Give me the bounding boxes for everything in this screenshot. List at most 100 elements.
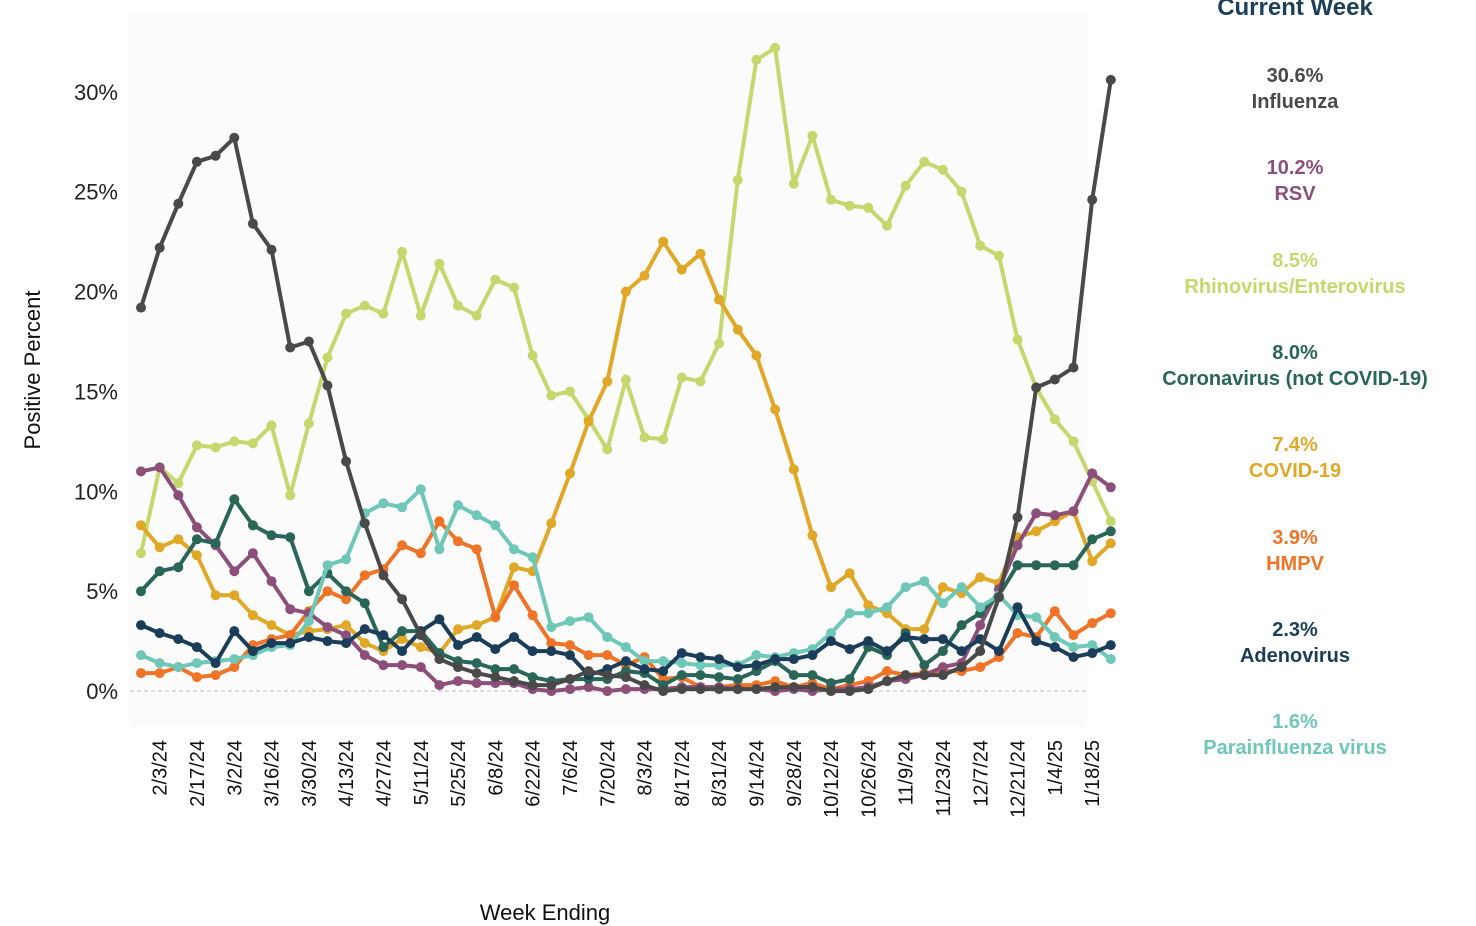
- data-point-rsv: [285, 604, 296, 615]
- data-point-rsv: [173, 490, 184, 501]
- data-point-rhinovirus-enterovirus: [751, 54, 762, 65]
- legend-entry: 8.5% Rhinovirus/Enterovirus: [1110, 248, 1476, 300]
- data-point-adenovirus: [210, 658, 221, 669]
- legend-series-name: HMPV: [1266, 552, 1324, 575]
- data-point-hmpv: [322, 586, 333, 597]
- data-point-influenza: [1012, 512, 1023, 523]
- data-point-influenza: [546, 680, 557, 691]
- data-point-adenovirus: [788, 654, 799, 665]
- data-point-influenza: [1049, 374, 1060, 385]
- data-point-influenza: [751, 684, 762, 695]
- data-point-adenovirus: [266, 638, 277, 649]
- data-point-adenovirus: [397, 646, 408, 657]
- data-point-covid-19: [732, 324, 743, 335]
- data-point-influenza: [397, 594, 408, 605]
- data-point-rsv: [1049, 510, 1060, 521]
- data-point-covid-19: [1105, 538, 1116, 549]
- data-point-covid-19: [937, 582, 948, 593]
- data-point-influenza: [303, 336, 314, 347]
- data-point-rhinovirus-enterovirus: [620, 374, 631, 385]
- data-point-covid-19: [397, 634, 408, 645]
- x-tick-label: 9/14/24: [746, 740, 768, 807]
- data-point-coronavirus-not-covid-19: [788, 670, 799, 681]
- data-point-adenovirus: [1012, 602, 1023, 613]
- x-tick-label: 3/30/24: [299, 740, 321, 807]
- data-point-coronavirus-not-covid-19: [285, 532, 296, 543]
- data-point-rhinovirus-enterovirus: [173, 478, 184, 489]
- data-point-influenza: [900, 670, 911, 681]
- data-point-parainfluenza-virus: [527, 552, 538, 563]
- data-point-covid-19: [471, 620, 482, 631]
- data-point-covid-19: [676, 264, 687, 275]
- data-point-influenza: [434, 654, 445, 665]
- data-point-influenza: [527, 680, 538, 691]
- data-point-parainfluenza-virus: [863, 608, 874, 619]
- data-point-adenovirus: [770, 654, 781, 665]
- data-point-covid-19: [844, 568, 855, 579]
- data-point-adenovirus: [1049, 642, 1060, 653]
- data-point-covid-19: [266, 620, 277, 631]
- data-point-influenza: [620, 672, 631, 683]
- data-point-coronavirus-not-covid-19: [1087, 534, 1098, 545]
- data-point-influenza: [602, 670, 613, 681]
- data-point-coronavirus-not-covid-19: [844, 674, 855, 685]
- data-point-rsv: [359, 650, 370, 661]
- data-point-parainfluenza-virus: [546, 622, 557, 633]
- data-point-covid-19: [975, 572, 986, 583]
- data-point-parainfluenza-virus: [471, 510, 482, 521]
- data-point-adenovirus: [844, 644, 855, 655]
- data-point-adenovirus: [565, 650, 575, 661]
- data-point-adenovirus: [247, 646, 258, 657]
- data-point-coronavirus-not-covid-19: [826, 678, 836, 689]
- data-point-rhinovirus-enterovirus: [975, 240, 986, 251]
- data-point-adenovirus: [303, 632, 314, 643]
- y-tick-label: 10%: [74, 479, 118, 504]
- data-point-covid-19: [658, 236, 669, 247]
- data-point-influenza: [807, 682, 818, 693]
- data-point-rsv: [247, 548, 258, 559]
- data-point-adenovirus: [919, 634, 930, 645]
- data-point-covid-19: [620, 286, 631, 297]
- x-tick-label: 12/21/24: [1008, 740, 1030, 818]
- data-point-rhinovirus-enterovirus: [956, 186, 967, 197]
- legend-percent: 1.6%: [1272, 711, 1318, 734]
- data-point-adenovirus: [826, 636, 836, 647]
- data-point-covid-19: [583, 416, 594, 427]
- data-point-rsv: [565, 684, 575, 695]
- legend-percent: 7.4%: [1272, 434, 1318, 457]
- data-point-coronavirus-not-covid-19: [397, 626, 408, 637]
- data-point-adenovirus: [546, 646, 557, 657]
- data-point-rsv: [937, 662, 948, 673]
- data-point-parainfluenza-virus: [1031, 612, 1042, 623]
- data-point-parainfluenza-virus: [844, 608, 855, 619]
- data-point-rsv: [322, 622, 333, 633]
- data-point-rhinovirus-enterovirus: [937, 164, 948, 175]
- data-point-rhinovirus-enterovirus: [453, 300, 463, 311]
- data-point-rhinovirus-enterovirus: [1105, 516, 1116, 527]
- data-point-covid-19: [565, 468, 575, 479]
- data-point-parainfluenza-virus: [136, 650, 146, 661]
- data-point-coronavirus-not-covid-19: [229, 494, 240, 505]
- data-point-adenovirus: [434, 614, 445, 625]
- data-point-adenovirus: [863, 636, 874, 647]
- data-point-adenovirus: [900, 632, 911, 643]
- data-point-hmpv: [136, 668, 146, 679]
- data-point-hmpv: [602, 650, 613, 661]
- x-tick-label: 7/6/24: [560, 740, 582, 796]
- data-point-influenza: [956, 662, 967, 673]
- data-point-covid-19: [751, 350, 762, 361]
- data-point-rsv: [1087, 468, 1098, 479]
- data-point-influenza: [770, 682, 781, 693]
- data-point-influenza: [210, 150, 221, 161]
- data-point-influenza: [471, 668, 482, 679]
- data-point-rhinovirus-enterovirus: [434, 258, 445, 269]
- data-point-influenza: [1068, 362, 1079, 373]
- legend-series-name: Parainfluenza virus: [1203, 737, 1387, 760]
- data-point-parainfluenza-virus: [602, 632, 613, 643]
- data-point-influenza: [247, 218, 258, 229]
- data-point-rsv: [602, 686, 613, 697]
- data-point-covid-19: [341, 620, 352, 631]
- data-point-adenovirus: [956, 646, 967, 657]
- data-point-rhinovirus-enterovirus: [266, 420, 277, 431]
- data-point-rsv: [434, 680, 445, 691]
